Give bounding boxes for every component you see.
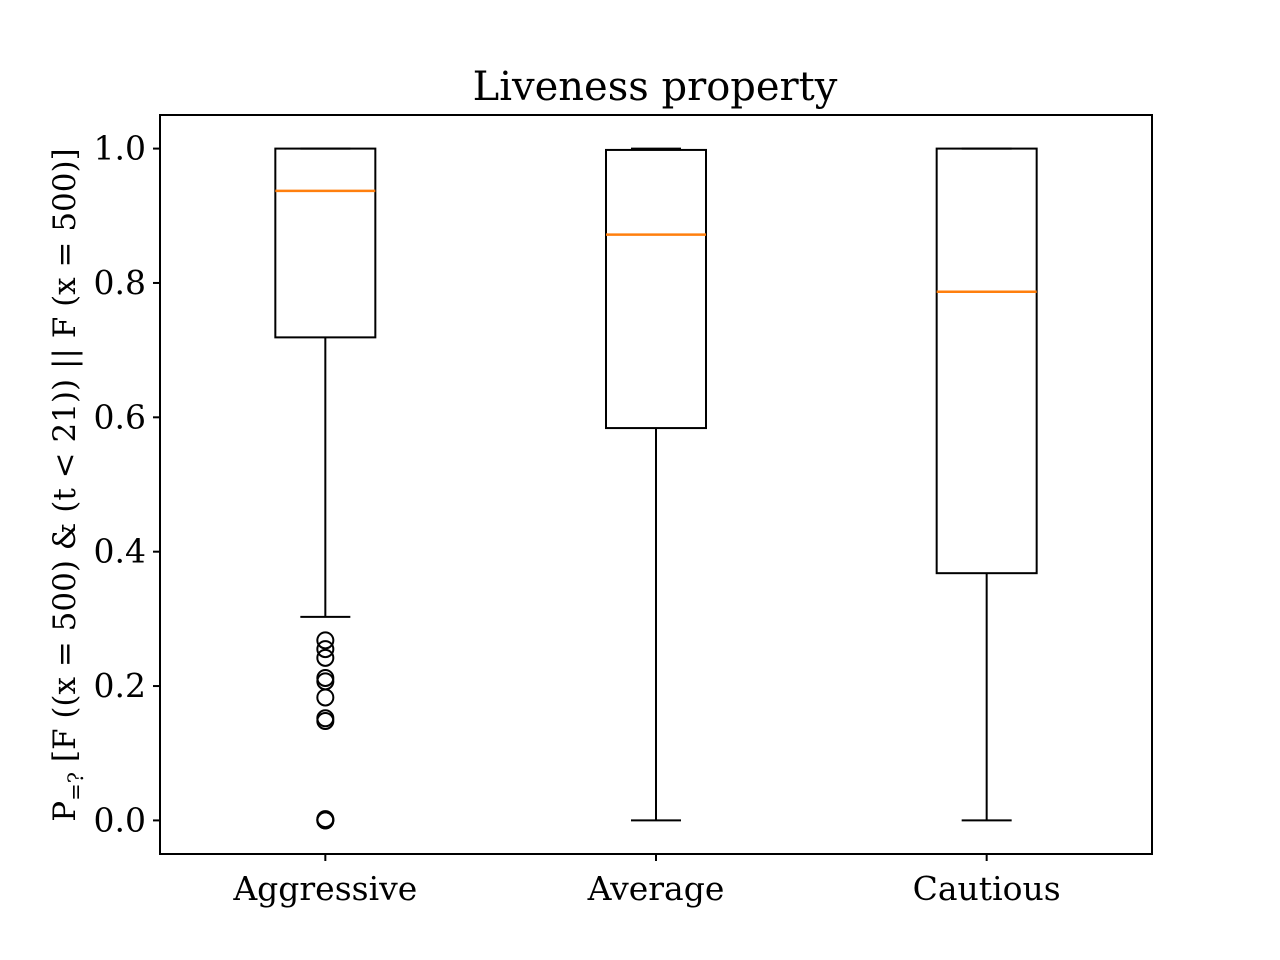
box-iqr xyxy=(935,147,1038,575)
y-tick-label: 0.6 xyxy=(94,397,146,436)
box-group-cautious xyxy=(935,147,1038,822)
chart-title: Liveness property xyxy=(473,64,838,110)
y-axis-label-subscript: =? xyxy=(64,772,88,801)
box-iqr xyxy=(605,148,707,430)
x-axis: Aggressive Average Cautious xyxy=(232,854,1061,908)
y-tick-label: 1.0 xyxy=(94,129,146,168)
outlier-point xyxy=(316,648,335,667)
y-axis-label-rest: [F ((x = 500) & (t < 21)) || F (x = 500)… xyxy=(47,148,83,772)
box-iqr xyxy=(274,147,377,339)
outlier-point xyxy=(316,668,335,687)
x-tick-label: Cautious xyxy=(913,869,1061,908)
outlier-point xyxy=(316,631,335,650)
outlier-point xyxy=(316,810,335,829)
outlier-point xyxy=(316,709,335,728)
box-group-average xyxy=(605,147,707,822)
y-axis-label: P=? [F ((x = 500) & (t < 21)) || F (x = … xyxy=(47,148,88,821)
x-tick-label: Aggressive xyxy=(232,869,417,908)
y-tick-label: 0.4 xyxy=(94,532,146,571)
y-tick-label: 0.8 xyxy=(94,263,146,302)
y-tick-label: 0.2 xyxy=(94,666,146,705)
box-group-aggressive xyxy=(274,147,377,830)
y-axis: 0.0 0.2 0.4 0.6 0.8 1.0 xyxy=(94,129,160,839)
outlier-point xyxy=(316,640,335,659)
y-axis-label-prefix: P xyxy=(47,801,83,822)
y-tick-label: 0.0 xyxy=(94,800,146,839)
x-tick-label: Average xyxy=(587,869,725,908)
plot-area xyxy=(274,147,1038,830)
